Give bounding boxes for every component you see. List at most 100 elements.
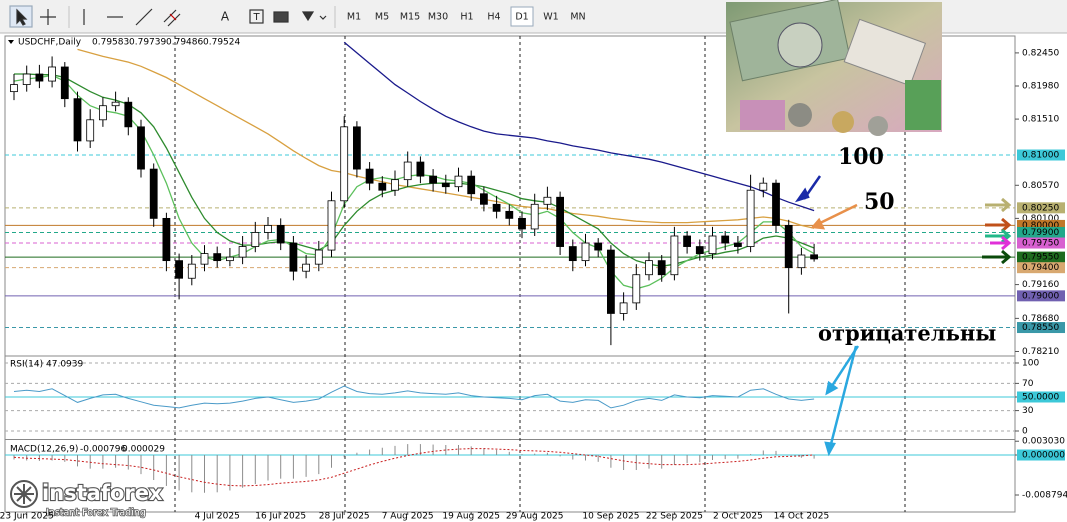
- active-timeframe: [510, 6, 534, 27]
- level-label: 0.80000: [1022, 221, 1059, 231]
- tag-arrows: [982, 197, 1012, 265]
- candle-body: [429, 175, 438, 184]
- candle-body: [225, 256, 234, 262]
- candle-body: [619, 302, 628, 314]
- arrow-head: [794, 187, 810, 203]
- candle-body: [352, 126, 361, 170]
- level-label: 0.79400: [1022, 263, 1059, 273]
- candle-body: [327, 200, 336, 251]
- y-tick-label: 0.80100: [1022, 214, 1059, 224]
- tag-arrow: [982, 249, 1012, 265]
- timeframe-button[interactable]: M1: [347, 12, 361, 23]
- price-tag: [1017, 322, 1065, 334]
- candle-body: [568, 246, 577, 262]
- candle-body: [556, 196, 564, 247]
- timeframe-button[interactable]: W1: [543, 12, 558, 23]
- price-tag: [1017, 391, 1065, 403]
- tag-arrow: [985, 217, 1012, 233]
- tag-arrow: [985, 197, 1012, 213]
- y-tick-label: 0: [1022, 426, 1028, 436]
- logo: instaforex Instant Forex Trading: [10, 480, 164, 519]
- candle-body: [251, 232, 260, 247]
- candle-body: [505, 210, 514, 219]
- candle-body: [86, 119, 95, 142]
- candle-body: [162, 217, 171, 262]
- y-tick-label: 0.79160: [1022, 280, 1059, 290]
- level-label: 0.79550: [1022, 253, 1059, 263]
- text-label-icon[interactable]: [249, 9, 264, 24]
- candle-body: [772, 182, 780, 226]
- x-tick-label: 7 Aug 2025: [382, 512, 434, 522]
- level-label: 0.79900: [1022, 228, 1059, 238]
- candle-body: [276, 225, 285, 244]
- header-arrow: [8, 40, 14, 44]
- y-tick-label: 100: [1022, 358, 1039, 368]
- timeframe-button[interactable]: M5: [375, 12, 389, 23]
- banner-image: [726, 0, 942, 136]
- rsi-title: RSI(14): [10, 360, 43, 370]
- timeframe-button[interactable]: H1: [460, 12, 473, 23]
- channel-icon[interactable]: [163, 9, 181, 27]
- trendline-icon[interactable]: [135, 8, 153, 26]
- candle-body: [645, 260, 653, 276]
- candle-body: [734, 242, 742, 247]
- y-tick-label: 0.82450: [1022, 48, 1059, 58]
- y-tick-label: 30: [1022, 406, 1034, 416]
- channel-mark[interactable]: [169, 13, 177, 21]
- candle-body: [22, 73, 31, 85]
- x-tick-label: 19 Aug 2025: [442, 512, 500, 522]
- candle-body: [543, 196, 552, 205]
- candle-body: [797, 254, 806, 269]
- moving-average: [343, 41, 815, 212]
- candle-body: [416, 161, 425, 177]
- x-tick-label: 28 Jul 2025: [319, 512, 370, 522]
- drawing-tools: [9, 5, 336, 28]
- candle-body: [111, 101, 120, 107]
- y-tick-label: 0.000000: [1022, 451, 1065, 461]
- timeframe-button[interactable]: MN: [570, 12, 585, 23]
- rectangle-icon[interactable]: [273, 11, 289, 23]
- timeframe-button[interactable]: D1: [515, 12, 528, 23]
- candle-body: [467, 175, 476, 195]
- candle-body: [264, 225, 272, 233]
- annotation: 50: [864, 189, 895, 215]
- x-tick-label: 22 Sep 2025: [646, 512, 703, 522]
- candle-body: [302, 263, 311, 272]
- timeframe-button[interactable]: M15: [400, 12, 420, 23]
- banner-coin: [868, 116, 888, 136]
- text-tool[interactable]: A: [221, 10, 230, 24]
- y-tick-label: -0.008794: [1022, 491, 1067, 501]
- candle-body: [60, 66, 69, 100]
- banner-coin: [832, 111, 854, 133]
- arrows-icon[interactable]: [301, 11, 315, 22]
- candle-body: [213, 253, 222, 262]
- candle-body: [99, 105, 107, 121]
- macd-main-value: -0.000796: [80, 445, 126, 455]
- level-label: 0.81000: [1022, 151, 1059, 161]
- annotation: 100: [838, 144, 884, 170]
- timeframe-button[interactable]: H4: [487, 12, 500, 23]
- dropdown-icon[interactable]: [319, 15, 327, 20]
- x-tick-label: 2 Oct 2025: [713, 512, 763, 522]
- y-tick-label: 50.0000: [1022, 392, 1059, 402]
- candle-body: [73, 98, 82, 142]
- candle-body: [403, 161, 412, 181]
- label-tool[interactable]: T: [252, 12, 260, 23]
- candle-body: [581, 242, 590, 262]
- y-tick-label: 0.78210: [1022, 347, 1059, 357]
- price-tag: [1017, 226, 1065, 238]
- candle-body: [454, 175, 463, 188]
- timeframe-button[interactable]: M30: [428, 12, 448, 23]
- x-tick-label: 14 Oct 2025: [774, 512, 830, 522]
- candle-body: [175, 260, 184, 279]
- moving-average: [13, 74, 815, 290]
- y-tick-label: 0.80570: [1022, 181, 1059, 191]
- candle-body: [10, 84, 18, 93]
- header-high: 0.79739: [129, 38, 166, 48]
- crosshair-icon[interactable]: [40, 9, 56, 25]
- candle-body: [200, 253, 209, 265]
- cursor-icon[interactable]: [16, 8, 28, 26]
- candle-body: [746, 189, 755, 247]
- level-label: 0.79000: [1022, 291, 1059, 301]
